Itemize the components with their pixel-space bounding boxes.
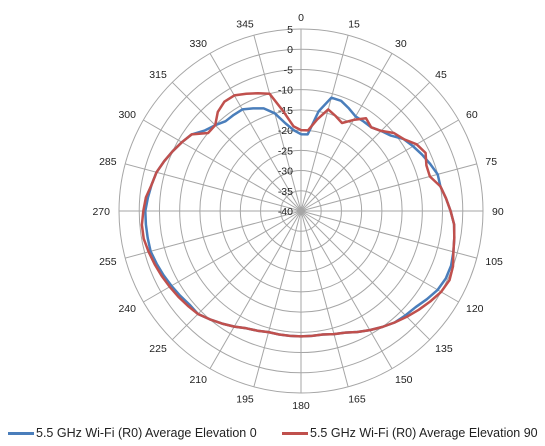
grid-spoke (125, 163, 302, 212)
radial-tick-label: -35 (278, 186, 293, 198)
grid-spoke (253, 210, 302, 387)
grid-spoke (171, 210, 302, 341)
grid-spoke (300, 210, 349, 387)
angle-tick-label: 270 (92, 206, 110, 218)
radial-tick-label: 5 (287, 24, 293, 36)
angle-tick-label: 240 (118, 303, 136, 315)
grid-spoke (300, 210, 393, 369)
angle-tick-label: 195 (236, 393, 254, 405)
angle-tick-label: 90 (492, 206, 504, 218)
polar-grid (118, 28, 484, 394)
grid-spoke (171, 81, 302, 212)
grid-spoke (300, 210, 477, 259)
angle-tick-label: 0 (298, 12, 304, 24)
angle-tick-label: 180 (292, 400, 310, 412)
angle-tick-label: 60 (466, 109, 478, 121)
angle-tick-label: 135 (435, 343, 453, 355)
angle-tick-label: 330 (189, 38, 207, 50)
grid-spoke (300, 119, 459, 212)
grid-spoke (143, 119, 302, 212)
grid-spoke (209, 53, 302, 212)
grid-spoke (300, 81, 431, 212)
grid-spoke (300, 53, 393, 212)
legend-swatch-elevation-90 (282, 431, 308, 435)
angle-tick-label: 45 (435, 69, 447, 81)
angle-tick-label: 315 (149, 69, 167, 81)
legend: 5.5 GHz Wi-Fi (R0) Average Elevation 0 5… (0, 426, 545, 446)
legend-swatch-elevation-0 (8, 431, 34, 435)
legend-label-elevation-0: 5.5 GHz Wi-Fi (R0) Average Elevation 0 (36, 426, 257, 440)
grid-spoke (209, 210, 302, 369)
series-lines (140, 91, 456, 338)
grid-spoke (300, 210, 431, 341)
angle-tick-label: 225 (149, 343, 167, 355)
radial-tick-label: -5 (284, 64, 293, 76)
angle-tick-label: 150 (395, 374, 413, 386)
angle-tick-label: 165 (348, 393, 366, 405)
angle-tick-label: 15 (348, 19, 360, 31)
angle-tick-label: 345 (236, 19, 254, 31)
radial-tick-label: 0 (287, 44, 293, 56)
legend-label-elevation-90: 5.5 GHz Wi-Fi (R0) Average Elevation 90 (310, 426, 538, 440)
series-line-1 (140, 91, 456, 338)
angle-tick-label: 105 (485, 256, 503, 268)
radial-tick-label: -25 (278, 145, 293, 157)
grid-spoke (300, 163, 477, 212)
angle-tick-label: 30 (395, 38, 407, 50)
radial-tick-label: -10 (278, 85, 293, 97)
radial-tick-label: -30 (278, 166, 293, 178)
grid-spoke (125, 210, 302, 259)
angle-tick-label: 120 (466, 303, 484, 315)
angle-tick-label: 300 (118, 109, 136, 121)
radial-tick-label: -40 (278, 206, 293, 218)
angle-tick-label: 285 (99, 156, 117, 168)
angle-tick-label: 210 (189, 374, 207, 386)
radial-tick-labels: 50-5-10-15-20-25-30-35-40 (278, 24, 293, 218)
legend-entry-elevation-90: 5.5 GHz Wi-Fi (R0) Average Elevation 90 (282, 426, 538, 440)
angle-tick-label: 75 (485, 156, 497, 168)
legend-entry-elevation-0: 5.5 GHz Wi-Fi (R0) Average Elevation 0 (8, 426, 257, 440)
grid-spoke (300, 210, 459, 303)
grid-spoke (300, 35, 349, 212)
grid-spoke (253, 35, 302, 212)
angle-tick-label: 255 (99, 256, 117, 268)
angle-tick-labels: 0 15 30 45 60 75 90 105 120 135 150 165 180 195 210 225… (92, 12, 503, 412)
